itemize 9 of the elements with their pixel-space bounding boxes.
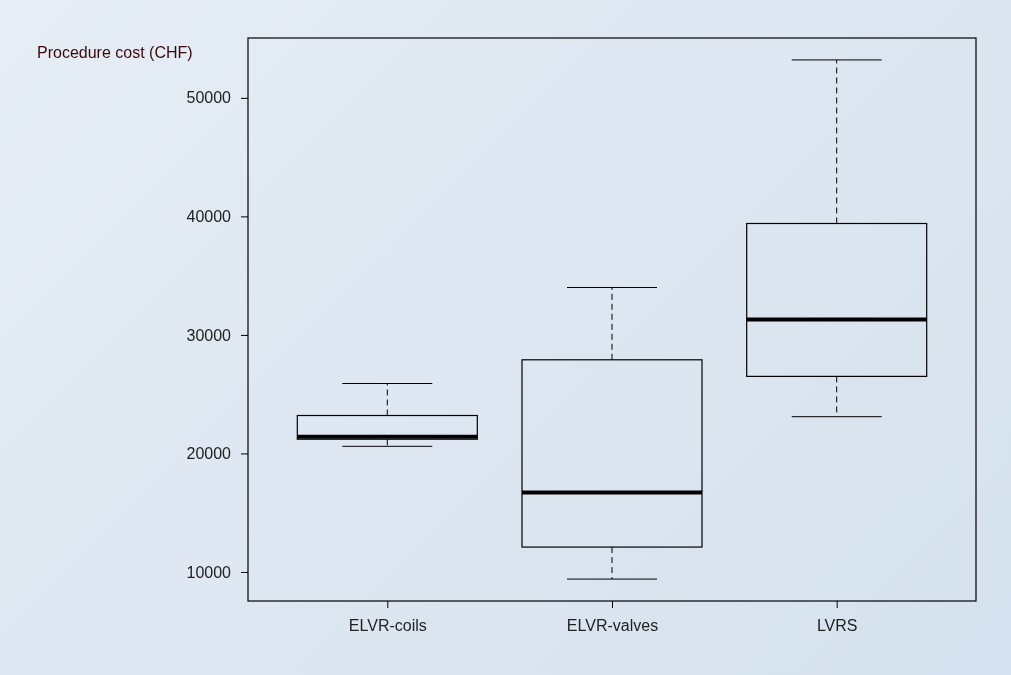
x-tick-label: ELVR-coils [348,617,427,635]
y-tick-label: 20000 [186,445,232,463]
x-tick-label: LVRS [816,617,858,635]
y-tick-label: 50000 [186,89,232,107]
y-axis-title: Procedure cost (CHF) [37,44,193,61]
y-tick-label: 30000 [186,326,232,344]
y-tick-label: 40000 [186,208,232,225]
x-tick-label: ELVR-valves [566,617,659,635]
y-tick-label: 10000 [186,563,232,581]
